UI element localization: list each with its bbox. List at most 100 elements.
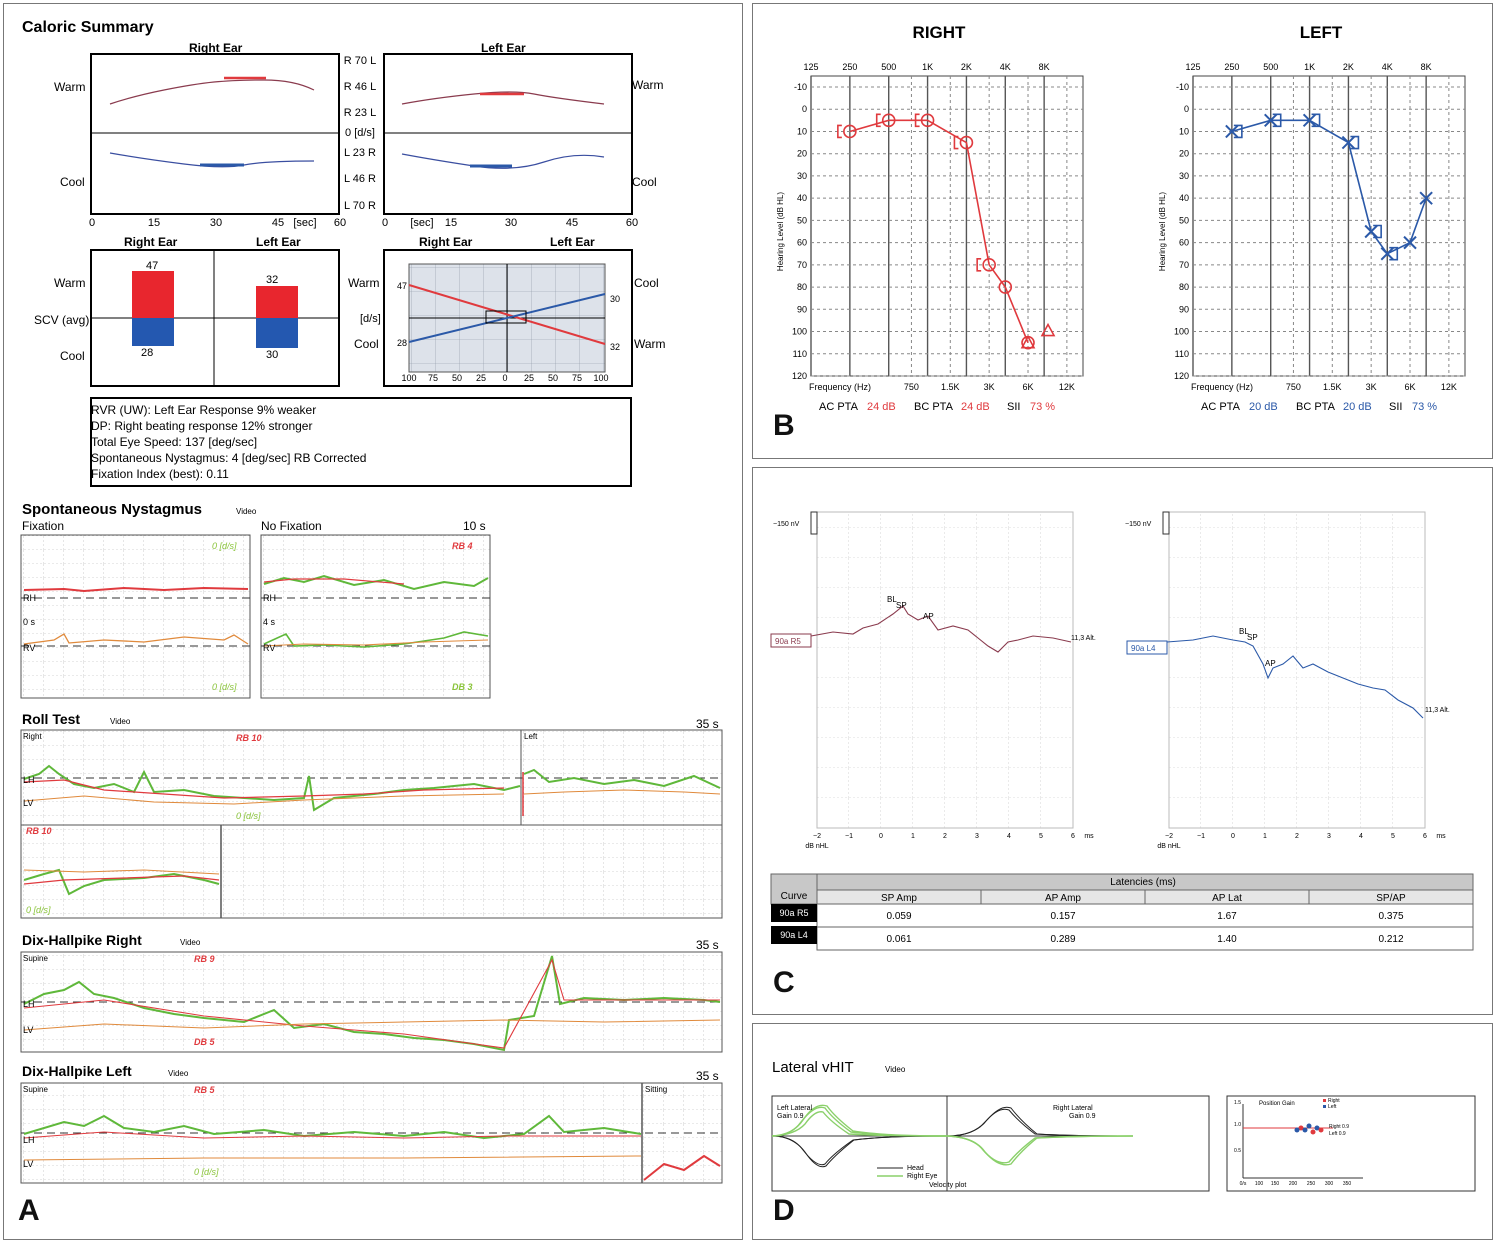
dhl-lh: LH [23,1135,35,1145]
tbl-r0c0: 90a R5 [779,908,808,918]
aud-bc-point-1-3 [1350,135,1360,150]
aud-ac-label-1: AC PTA [1201,401,1241,413]
bar-right-ear: Right Ear [124,235,178,249]
ecog-scale-r: −150 nV [773,521,800,528]
dhl-supine: Supine [23,1085,48,1094]
dhr-time: 35 s [696,938,719,952]
v47: 47 [146,260,158,272]
rx1: 15 [148,217,160,229]
aud-fbot-label-1: Frequency (Hz) [1191,382,1253,392]
aud-fbot-0-1: 1.5K [941,382,960,392]
dhl-time: 35 s [696,1069,719,1083]
tbl-h4: SP/AP [1376,893,1406,904]
summary-0: RVR (UW): Left Ear Response 9% weaker [91,403,316,417]
aud-ytick-0-1: 0 [802,104,807,114]
mid0: R 70 L [344,55,376,67]
aud-ytick-1-2: 10 [1179,126,1189,136]
aud-ytick-0-9: 80 [797,282,807,292]
bar-right-cool [132,318,174,346]
aud-ytick-0-11: 100 [792,327,807,337]
ecog-sp-r: SP [896,601,907,610]
summary-box [90,397,632,487]
left-x-ticks: 0 [sec] 15 30 45 60 [382,217,638,229]
dhl-title: Dix-Hallpike Left [22,1063,132,1079]
tbl-r1c2: 0.289 [1050,934,1075,945]
right-ear-label: Right Ear [189,41,243,55]
aud-bc-point-1-2 [1311,113,1321,128]
ecxl5: 3 [1327,833,1331,840]
tbl-h3: AP Lat [1212,893,1242,904]
nyst-f-top: 0 [d/s] [212,541,237,551]
aud-ac-val-0: 24 dB [867,401,896,413]
tbl-r0c2: 0.157 [1050,911,1075,922]
ecxr8: 6 [1071,833,1075,840]
caloric-left-box [383,53,633,215]
v30: 30 [266,349,278,361]
panel-a: Caloric Summary Right Ear Warm Cool 0 15… [3,3,743,1240]
panel-d: Lateral vHIT Video Left Lateral Gain 0.9… [752,1023,1493,1240]
mid6: L 70 R [344,200,376,212]
aud-ytick-1-12: 110 [1175,349,1189,359]
dhr-supine: Supine [23,954,48,963]
left-ear-label: Left Ear [481,41,526,55]
panel-label-b: B [773,409,795,442]
nyst-nofix: No Fixation [261,519,322,533]
vhit-legend-eye: Right Eye [907,1173,937,1180]
ecog-ap-r: AP [923,612,934,621]
panel-b: RIGHT 125 250 500 1K 2K 4K 8K 750 1.5K 3K 6K 12K Freq… [752,3,1493,459]
ecog-trace-l [1166,635,1424,719]
dhl-lv: LV [23,1159,33,1169]
ecxl4: 2 [1295,833,1299,840]
pg-left: Left [1328,1104,1337,1110]
dhr-lv: LV [23,1025,33,1035]
bf-warm-r: Warm [634,337,666,351]
vhit-left-lateral: Left Lateral [777,1105,812,1112]
warm-label-2: Warm [632,78,664,92]
latency-table: Latencies (ms) Curve SP Amp AP Amp AP La… [770,873,1474,951]
aud-ftop-1-1: 250 [1224,62,1239,72]
pg-points [1294,1123,1324,1135]
mid1: R 46 L [344,81,376,93]
aud-sii-label-0: SII [1007,401,1020,413]
aud-ytick-1-4: 30 [1179,171,1189,181]
ecog-tag-r: 90a R5 [775,637,801,646]
bf-cool: Cool [354,337,379,351]
pgx5: 300 [1325,1181,1334,1187]
ecog-bl-l: BL [1239,627,1249,636]
warm-label-1: Warm [54,80,86,94]
aud-bc-point-1-4 [1373,224,1382,239]
nyst-title: Spontaneous Nystagmus [22,501,202,518]
pgy0: 1.5 [1234,1100,1241,1106]
ecxl0: −2 [1165,833,1173,840]
lx4: 45 [566,217,578,229]
dhr-box [20,951,723,1053]
ecog-trace-r [810,605,1072,653]
bfx6: 50 [548,373,558,383]
bf-28: 28 [397,338,407,348]
ecog-x-r: −2 −1 0 1 2 3 4 5 6 ms dB nHL [805,833,1094,850]
bfx5: 25 [524,373,534,383]
aud-title-1: LEFT [1300,23,1343,42]
aud-ac-val-1: 20 dB [1249,401,1278,413]
mid5: L 46 R [344,173,376,185]
nyst-rv1: RV [23,643,35,653]
roll-lh: LH [23,775,35,785]
ecog-tag-l: 90a L4 [1131,644,1156,653]
dhr-lh: LH [23,999,35,1009]
roll-box [20,729,723,919]
tbl-latencies: Latencies (ms) [1110,877,1176,888]
bf-blue-line [408,293,606,343]
nyst-t0: 0 s [23,617,36,627]
bf-x-ticks: 100 75 50 25 0 25 50 75 100 [401,373,608,383]
tbl-r1c4: 0.212 [1378,934,1403,945]
nyst-fixation: Fixation [22,519,64,533]
rx3: 45 [272,217,284,229]
aud-fbot-0-0: 750 [904,382,919,392]
aud-ytick-0-10: 90 [797,304,807,314]
aud-ytick-0-0: -10 [794,82,807,92]
dhl-sitting: Sitting [645,1085,667,1094]
roll-title: Roll Test [22,711,80,727]
bfx2: 50 [452,373,462,383]
vhit-right-gain: Gain 0.9 [1069,1113,1096,1120]
aud-fbot-1-2: 3K [1366,382,1377,392]
